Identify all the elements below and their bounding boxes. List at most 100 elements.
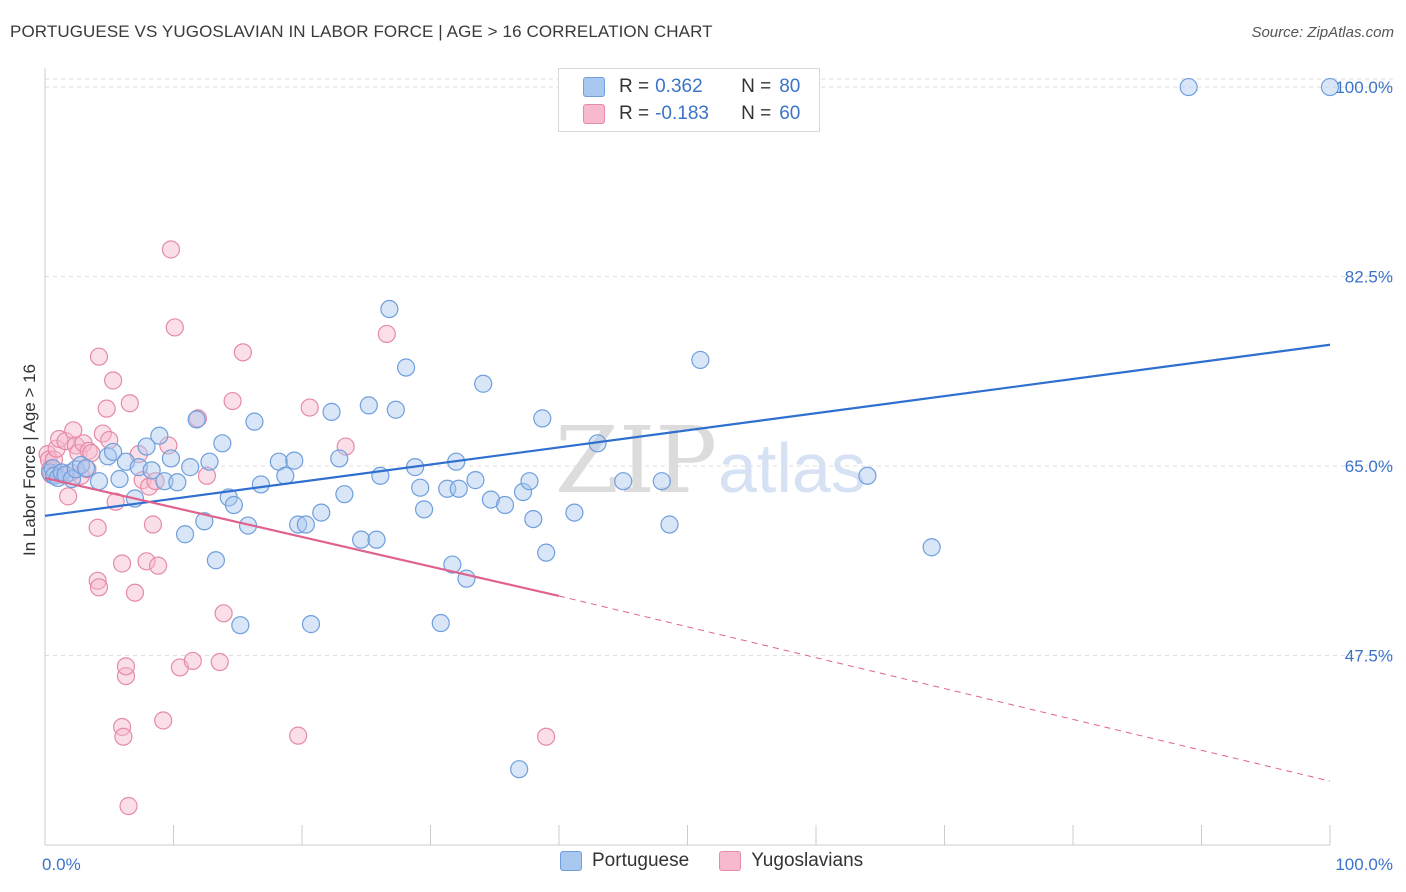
yugoslavian-point (300, 398, 319, 417)
portuguese-point (431, 613, 450, 633)
portuguese-point (474, 374, 493, 393)
legend-portuguese-label: Portuguese (592, 850, 690, 871)
portuguese-point (691, 350, 710, 370)
yugoslavian-point (79, 441, 98, 460)
n-label: N = (741, 103, 772, 124)
yugoslavian-point (143, 515, 163, 534)
portuguese-point (510, 760, 529, 779)
portuguese-point (330, 449, 349, 468)
portuguese-point (251, 475, 270, 494)
portuguese-point (380, 299, 399, 319)
portuguese-point (200, 452, 219, 471)
yugoslavian-point (116, 657, 136, 676)
yugoslavian-trend-extension (558, 595, 1331, 782)
portuguese-point (77, 459, 96, 478)
yugoslavian-point (183, 651, 202, 671)
grid-lines (45, 78, 1395, 657)
portuguese-point (110, 469, 129, 489)
portuguese-point (322, 402, 341, 421)
y-tick-label: 82.5% (1345, 268, 1393, 287)
yugoslavian-point (89, 347, 109, 366)
y-tick-label: 47.5% (1345, 647, 1393, 666)
legend-yugoslavian-label: Yugoslavians (751, 850, 864, 871)
portuguese-point (155, 472, 174, 491)
portuguese-point (449, 479, 468, 498)
yugoslavian-swatch (719, 851, 742, 871)
portuguese-point (137, 437, 156, 456)
watermark: ZIP atlas (555, 407, 866, 514)
portuguese-swatch (583, 77, 605, 97)
yugoslavian-swatch (583, 104, 605, 124)
portuguese-point (312, 503, 331, 522)
portuguese-swatch (560, 851, 582, 871)
portuguese-point (466, 471, 485, 490)
y-axis-label: In Labor Force | Age > 16 (20, 363, 39, 557)
yugoslavian-points (38, 240, 556, 816)
y-tick-label: 100.0% (1335, 78, 1393, 97)
portuguese-point (213, 434, 232, 453)
portuguese-point (513, 482, 533, 502)
portuguese-point (411, 478, 430, 497)
portuguese-point (285, 451, 304, 470)
portuguese-point (565, 503, 584, 522)
portuguese-point (352, 530, 371, 549)
portuguese-point (481, 490, 500, 509)
axes (44, 68, 1331, 846)
portuguese-point (89, 472, 109, 491)
yugoslavian-point (116, 666, 136, 686)
yugoslavian-point (165, 318, 184, 337)
portuguese-point (537, 543, 556, 562)
yugoslavian-r-value: -0.183 (655, 103, 709, 124)
source-label: Source: ZipAtlas.com (1251, 24, 1394, 41)
portuguese-point (206, 551, 226, 570)
portuguese-point (104, 442, 123, 462)
yugoslavian-point (112, 717, 132, 737)
legend-item-portuguese[interactable]: Portuguese (560, 850, 689, 872)
portuguese-point (414, 500, 434, 519)
portuguese-n-value: 80 (779, 76, 801, 97)
portuguese-point (922, 538, 941, 557)
series-legend: Portuguese Yugoslavians (560, 850, 893, 872)
yugoslavian-point (64, 421, 83, 440)
portuguese-point (533, 409, 552, 428)
legend-item-yugoslavian[interactable]: Yugoslavians (719, 850, 863, 872)
r-label: R = (619, 76, 650, 97)
tick-labels: 100.0% 82.5% 65.0% 47.5% 0.0% 100.0% (42, 78, 1393, 874)
portuguese-point (386, 400, 405, 419)
yugoslavian-point (88, 571, 107, 590)
portuguese-point (301, 615, 321, 634)
yugoslavian-point (188, 409, 208, 428)
portuguese-point (1179, 77, 1198, 97)
portuguese-point (161, 449, 181, 468)
portuguese-point (224, 495, 243, 515)
yugoslavian-point (537, 727, 556, 746)
portuguese-point (168, 473, 187, 492)
yugoslavian-point (97, 399, 116, 418)
portuguese-point (652, 472, 671, 491)
portuguese-point (187, 410, 206, 429)
portuguese-point (614, 472, 633, 491)
trend-lines (44, 343, 1331, 782)
portuguese-point (231, 616, 250, 635)
yugoslavian-point (223, 391, 242, 411)
yugoslavian-point (112, 554, 132, 573)
yugoslavian-point (137, 552, 156, 571)
portuguese-point (296, 515, 315, 534)
portuguese-point (150, 426, 169, 445)
yugoslavian-point (289, 726, 308, 745)
yugoslavian-point (88, 518, 107, 537)
portuguese-r-value: 0.362 (655, 76, 703, 97)
yugoslavian-point (59, 487, 78, 506)
yugoslavian-point (214, 604, 233, 623)
portuguese-point (520, 472, 539, 491)
yugoslavian-point (377, 324, 396, 344)
legend-row-yugoslavian: R = -0.183 N = 60 (559, 100, 800, 128)
yugoslavian-point (119, 796, 138, 816)
legend-row-portuguese: R = 0.362 N = 80 (559, 73, 800, 101)
portuguese-point (858, 466, 877, 485)
portuguese-point (443, 555, 462, 574)
portuguese-point (495, 495, 515, 515)
watermark-atlas: atlas (718, 429, 866, 507)
yugoslavian-point (148, 556, 168, 575)
y-tick-label: 65.0% (1345, 457, 1393, 476)
